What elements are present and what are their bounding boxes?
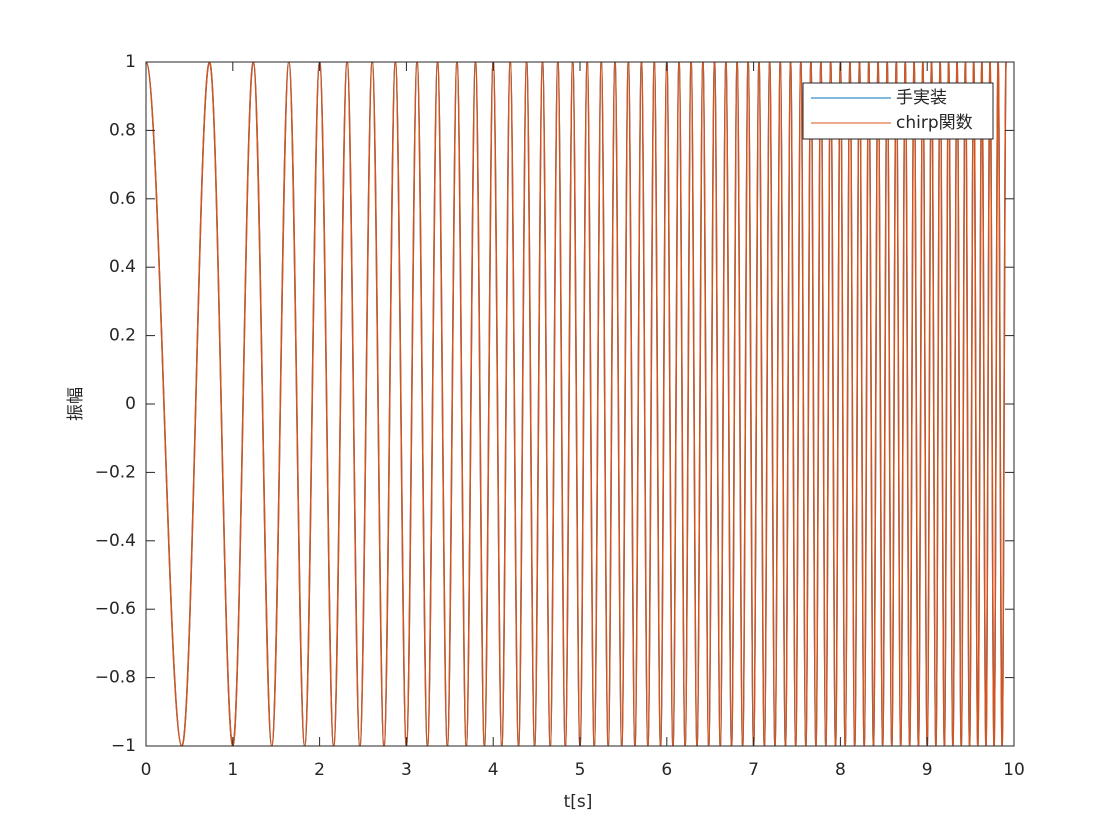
y-axis-label: 振幅	[66, 387, 86, 421]
x-tick-label: 9	[922, 760, 933, 780]
x-tick-label: 0	[141, 760, 152, 780]
legend-label: chirp関数	[896, 113, 973, 133]
y-tick-label: 0.6	[109, 189, 136, 209]
x-tick-label: 5	[575, 760, 586, 780]
x-tick-label: 1	[227, 760, 238, 780]
x-tick-label: 6	[661, 760, 672, 780]
plot-area	[146, 62, 1014, 746]
y-tick-label: −0.2	[95, 462, 136, 482]
x-tick-label: 10	[1003, 760, 1025, 780]
y-tick-label: 1	[125, 52, 136, 72]
y-tick-label: 0.2	[109, 326, 136, 346]
x-tick-label: 8	[835, 760, 846, 780]
series-line	[146, 62, 1007, 746]
legend-box	[802, 82, 994, 140]
y-tick-label: −0.4	[95, 531, 136, 551]
x-tick-label: 7	[748, 760, 759, 780]
y-tick-label: 0	[125, 394, 136, 414]
y-tick-label: 0.8	[109, 120, 136, 140]
x-tick-label: 2	[314, 760, 325, 780]
x-tick-label: 4	[488, 760, 499, 780]
x-tick-label: 3	[401, 760, 412, 780]
x-axis-label: t[s]	[564, 792, 593, 812]
y-tick-label: −0.8	[95, 668, 136, 688]
y-tick-label: −0.6	[95, 599, 136, 619]
series-group	[146, 62, 1007, 746]
y-tick-label: 0.4	[109, 257, 136, 277]
legend-label: 手実装	[896, 88, 947, 108]
y-tick-label: −1	[111, 736, 136, 756]
